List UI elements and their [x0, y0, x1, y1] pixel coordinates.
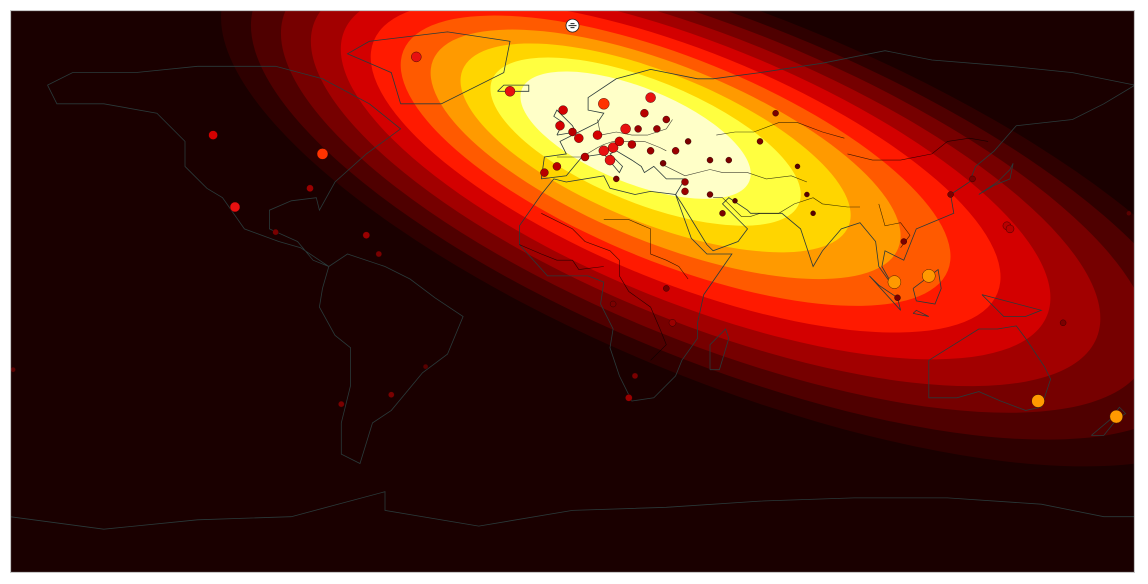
data-point	[659, 160, 667, 167]
coastline	[928, 325, 1052, 411]
data-points	[10, 51, 1132, 424]
world-heatmap	[10, 10, 1135, 573]
coastline	[47, 65, 464, 465]
data-point	[681, 178, 689, 186]
data-point	[947, 191, 954, 198]
data-point	[604, 154, 616, 166]
data-point	[772, 109, 779, 117]
coastline	[10, 491, 1135, 530]
data-point	[887, 275, 902, 289]
data-point	[552, 162, 562, 171]
data-point	[634, 125, 642, 133]
data-point	[620, 123, 631, 135]
coastline	[1091, 406, 1127, 436]
data-point	[719, 210, 726, 217]
data-point	[306, 184, 314, 193]
data-point	[614, 136, 625, 147]
country-border	[659, 163, 808, 183]
country-border	[716, 122, 845, 139]
white-circle-icon	[565, 18, 580, 33]
data-point	[706, 191, 714, 198]
data-point	[613, 175, 620, 183]
data-point	[646, 147, 655, 155]
data-point	[422, 363, 429, 370]
data-point	[1005, 224, 1015, 234]
data-point	[555, 120, 565, 131]
data-point	[540, 168, 549, 177]
data-point	[653, 125, 661, 133]
map-marker	[565, 18, 580, 33]
data-point	[684, 138, 692, 145]
data-point	[1109, 409, 1124, 424]
data-point	[1031, 394, 1045, 408]
data-point	[627, 140, 637, 149]
data-point	[592, 130, 603, 140]
country-border	[713, 197, 860, 217]
map-frame-border	[10, 10, 1135, 573]
data-point	[794, 163, 801, 170]
data-point	[229, 201, 241, 213]
data-point	[662, 115, 670, 124]
data-point	[568, 127, 577, 137]
data-point	[625, 394, 633, 402]
data-point	[969, 175, 976, 183]
map-canvas	[10, 10, 1135, 573]
marker-glyph	[568, 23, 577, 29]
country-border	[603, 219, 689, 280]
data-point	[671, 147, 680, 155]
data-point	[574, 133, 584, 143]
data-point	[272, 228, 279, 236]
coastline	[981, 294, 1043, 317]
data-point	[640, 108, 649, 118]
coastline	[497, 84, 530, 92]
data-point	[900, 238, 907, 245]
data-point	[607, 142, 619, 153]
data-point	[681, 187, 689, 196]
data-point	[580, 152, 590, 162]
data-point	[338, 400, 345, 408]
country-border	[541, 213, 667, 361]
data-point	[732, 198, 738, 204]
coastline	[978, 163, 1014, 195]
country-border	[519, 244, 604, 270]
data-point	[706, 156, 714, 164]
data-point	[922, 269, 936, 283]
data-point	[208, 130, 218, 140]
coastline	[912, 309, 929, 317]
data-point	[1126, 210, 1132, 217]
coastline	[709, 328, 730, 371]
data-point	[609, 300, 617, 308]
coastline	[519, 175, 733, 402]
data-point	[375, 250, 382, 258]
data-point	[725, 156, 732, 164]
data-point	[411, 51, 422, 63]
data-point	[362, 231, 370, 239]
country-border	[878, 203, 911, 248]
data-point	[10, 367, 16, 373]
data-point	[598, 145, 609, 157]
data-point	[663, 285, 670, 292]
data-point	[316, 148, 329, 160]
data-point	[388, 391, 395, 398]
data-point	[1059, 319, 1067, 326]
data-point	[645, 92, 656, 103]
country-border	[847, 137, 989, 161]
data-point	[558, 105, 568, 115]
data-point	[810, 210, 816, 217]
data-point	[598, 98, 610, 110]
data-point	[894, 294, 901, 301]
data-point	[804, 191, 810, 198]
data-point	[668, 319, 677, 327]
data-point	[504, 86, 516, 97]
data-point	[756, 138, 764, 145]
coastline	[346, 31, 511, 105]
data-point	[631, 372, 639, 380]
